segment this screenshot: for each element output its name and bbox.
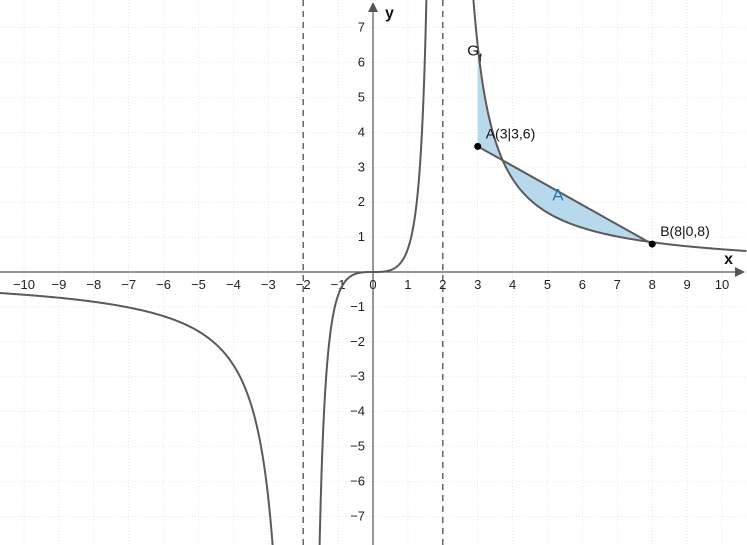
x-tick-label: 0: [369, 277, 376, 292]
y-tick-label: 5: [358, 90, 365, 105]
x-tick-label: −5: [191, 277, 206, 292]
region-label: A: [552, 185, 564, 204]
y-tick-label: −3: [350, 369, 365, 384]
x-tick-label: 9: [683, 277, 690, 292]
x-tick-label: 5: [544, 277, 551, 292]
y-tick-label: 1: [358, 229, 365, 244]
x-tick-label: 7: [614, 277, 621, 292]
y-tick-label: 6: [358, 55, 365, 70]
x-tick-label: 3: [474, 277, 481, 292]
y-tick-label: 4: [358, 124, 365, 139]
x-tick-label: 2: [439, 277, 446, 292]
y-tick-label: −6: [350, 473, 365, 488]
point-label-b: B(8|0,8): [660, 223, 710, 239]
point-b: [649, 241, 656, 248]
x-tick-label: 4: [509, 277, 516, 292]
x-tick-label: −8: [86, 277, 101, 292]
x-tick-label: −9: [51, 277, 66, 292]
x-tick-label: −7: [121, 277, 136, 292]
y-tick-label: 7: [358, 20, 365, 35]
y-tick-label: −4: [350, 404, 365, 419]
y-axis-label: y: [385, 5, 394, 22]
x-tick-label: −10: [13, 277, 35, 292]
y-tick-label: −7: [350, 508, 365, 523]
x-tick-label: −2: [296, 277, 311, 292]
x-tick-label: 10: [715, 277, 729, 292]
x-tick-label: −4: [226, 277, 241, 292]
x-axis-label: x: [724, 251, 733, 268]
x-tick-label: 1: [404, 277, 411, 292]
point-a: [474, 143, 481, 150]
chart-container: −10−9−8−7−6−5−4−3−2−1012345678910−7−6−5−…: [0, 0, 747, 545]
x-tick-label: 8: [649, 277, 656, 292]
x-tick-label: −6: [156, 277, 171, 292]
y-tick-label: −2: [350, 334, 365, 349]
point-label-a: A(3|3,6): [486, 125, 536, 141]
x-tick-label: 6: [579, 277, 586, 292]
function-plot: −10−9−8−7−6−5−4−3−2−1012345678910−7−6−5−…: [0, 0, 747, 545]
y-tick-label: −5: [350, 439, 365, 454]
x-tick-label: −3: [261, 277, 276, 292]
y-tick-label: −1: [350, 299, 365, 314]
y-tick-label: 2: [358, 194, 365, 209]
y-tick-label: 3: [358, 159, 365, 174]
